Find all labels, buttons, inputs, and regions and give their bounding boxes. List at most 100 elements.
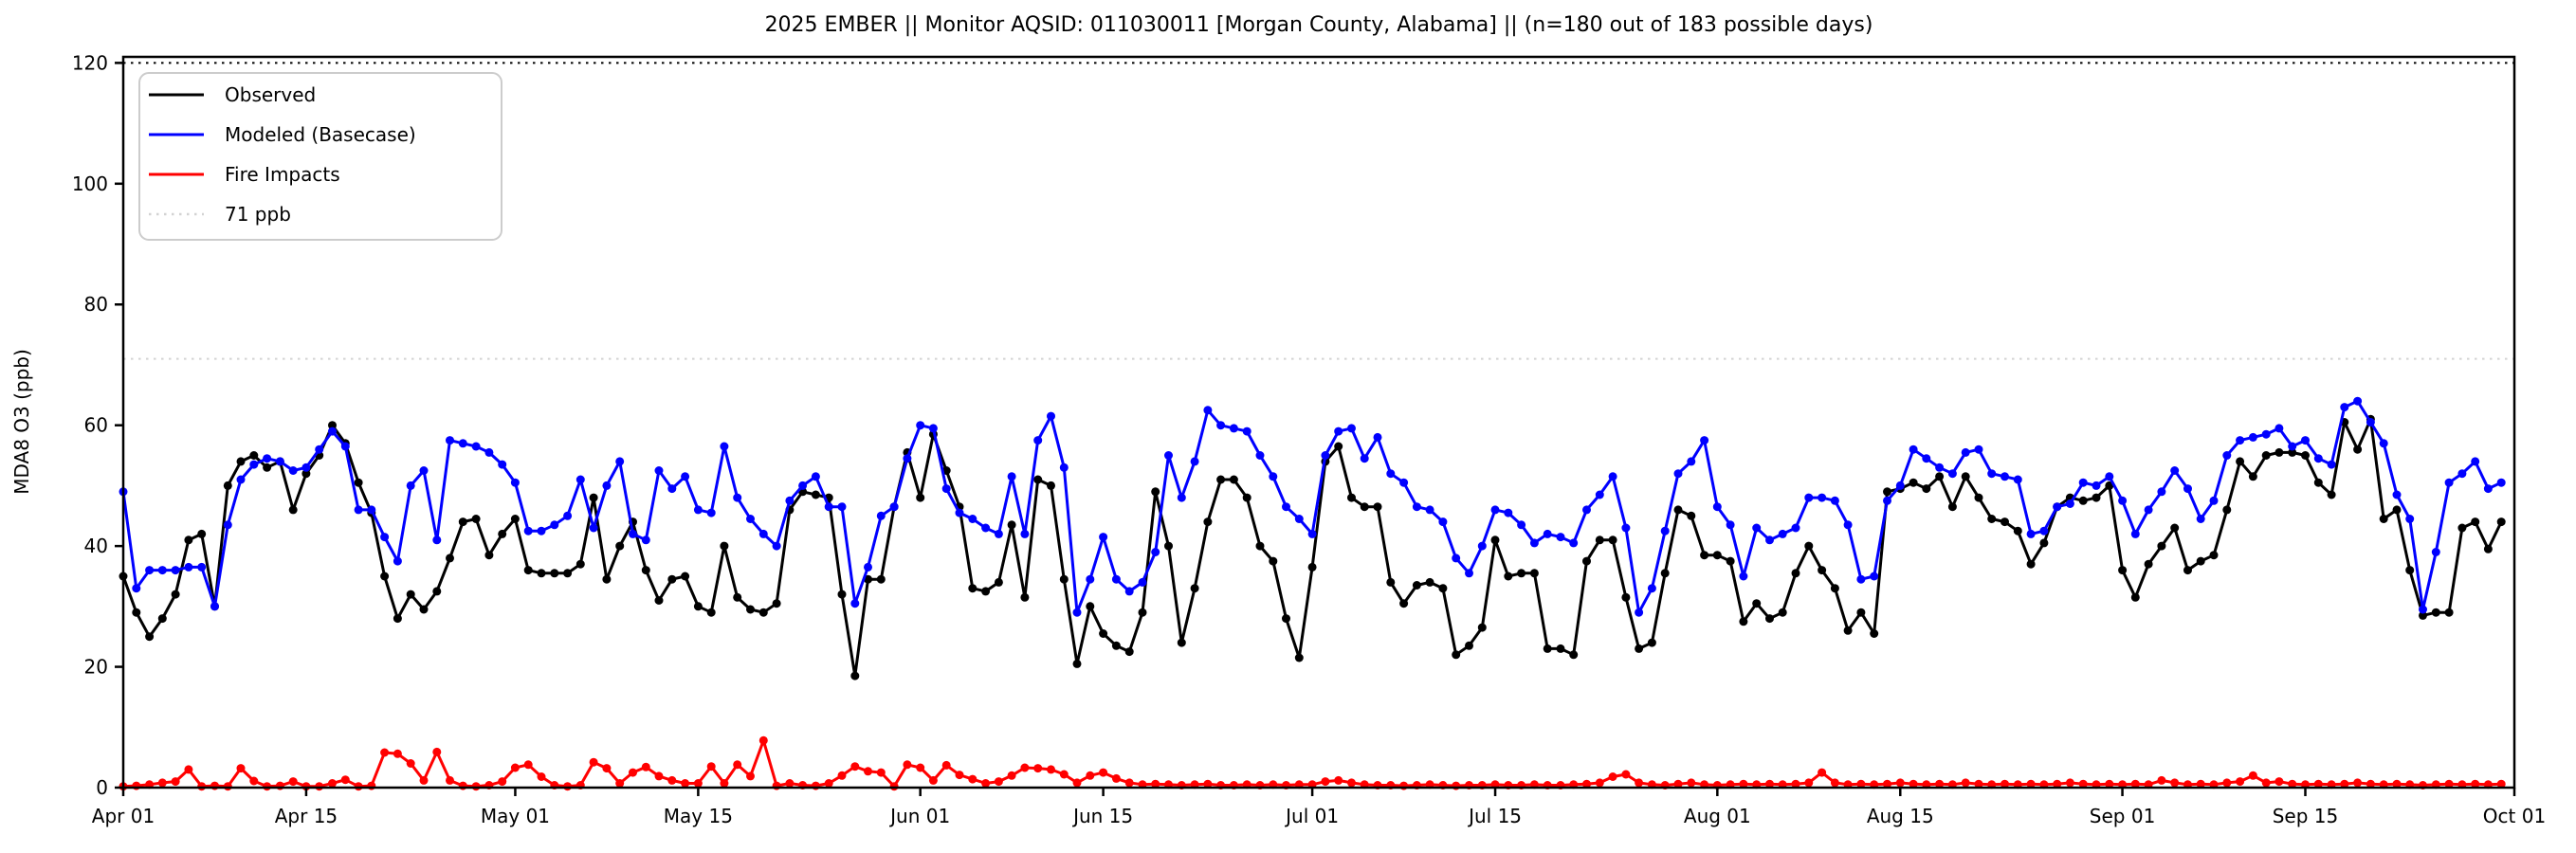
x-tick-label: Apr 15 bbox=[275, 805, 338, 827]
data-point bbox=[1438, 584, 1448, 593]
data-point bbox=[2236, 457, 2245, 466]
data-point bbox=[1804, 493, 1814, 502]
data-point bbox=[1818, 768, 1827, 777]
data-point bbox=[1778, 529, 1787, 538]
data-point bbox=[1072, 778, 1082, 788]
data-point bbox=[916, 421, 925, 430]
data-point bbox=[1164, 451, 1173, 460]
data-point bbox=[1373, 502, 1382, 512]
data-point bbox=[615, 541, 625, 551]
data-point bbox=[315, 445, 324, 454]
data-point bbox=[876, 574, 886, 584]
data-point bbox=[876, 511, 886, 520]
data-point bbox=[1635, 778, 1644, 788]
data-point bbox=[1647, 584, 1656, 593]
data-point bbox=[263, 782, 272, 791]
data-point bbox=[1935, 779, 1945, 789]
data-point bbox=[2419, 605, 2427, 614]
data-point bbox=[2431, 548, 2440, 556]
data-point bbox=[2053, 779, 2062, 789]
data-point bbox=[537, 526, 546, 535]
data-point bbox=[354, 782, 363, 791]
data-point bbox=[2236, 436, 2245, 445]
data-point bbox=[354, 478, 363, 487]
data-point bbox=[523, 526, 533, 535]
data-point bbox=[1072, 608, 1082, 617]
y-tick-label: 120 bbox=[72, 51, 108, 74]
data-point bbox=[1856, 574, 1866, 584]
data-point bbox=[1582, 505, 1591, 515]
data-point bbox=[2366, 418, 2375, 426]
x-tick-label: Sep 15 bbox=[2273, 805, 2339, 827]
data-point bbox=[523, 566, 533, 575]
data-point bbox=[1895, 778, 1905, 788]
data-point bbox=[1608, 772, 1617, 781]
data-point bbox=[746, 605, 755, 614]
data-point bbox=[1059, 770, 1069, 779]
data-point bbox=[1947, 469, 1957, 479]
data-point bbox=[955, 508, 964, 517]
data-point bbox=[2392, 505, 2402, 515]
data-point bbox=[1269, 472, 1278, 481]
data-point bbox=[1543, 529, 1552, 538]
x-tick-label: Jul 01 bbox=[1284, 805, 1339, 827]
data-point bbox=[1334, 442, 1343, 451]
data-point bbox=[798, 481, 808, 490]
data-point bbox=[1007, 771, 1016, 780]
data-point bbox=[733, 592, 742, 602]
y-tick-label: 60 bbox=[84, 414, 108, 437]
data-point bbox=[210, 602, 219, 611]
data-point bbox=[1334, 775, 1343, 785]
data-point bbox=[720, 541, 729, 551]
data-point bbox=[1033, 764, 1043, 773]
data-point bbox=[2092, 493, 2101, 502]
data-point bbox=[498, 529, 507, 538]
data-point bbox=[393, 556, 402, 566]
series-markers-observed bbox=[119, 414, 2506, 681]
data-point bbox=[681, 572, 690, 581]
data-point bbox=[589, 493, 598, 502]
data-point bbox=[772, 541, 781, 551]
data-point bbox=[2471, 779, 2480, 789]
data-point bbox=[1712, 502, 1722, 512]
data-point bbox=[1621, 770, 1631, 779]
data-point bbox=[1099, 533, 1108, 542]
data-point bbox=[2471, 517, 2480, 527]
data-point bbox=[197, 529, 207, 538]
data-point bbox=[785, 496, 795, 505]
data-point bbox=[1673, 779, 1683, 789]
data-point bbox=[746, 771, 755, 781]
data-point bbox=[1138, 577, 1147, 587]
data-point bbox=[2236, 777, 2245, 787]
data-point bbox=[2313, 478, 2323, 487]
data-point bbox=[1020, 529, 1030, 538]
data-point bbox=[1635, 608, 1644, 617]
data-point bbox=[1490, 535, 1500, 545]
data-point bbox=[563, 782, 573, 791]
data-point bbox=[602, 574, 612, 584]
data-point bbox=[641, 566, 650, 575]
data-point bbox=[903, 760, 912, 770]
data-point bbox=[2144, 505, 2153, 515]
data-point bbox=[693, 779, 703, 788]
data-point bbox=[328, 779, 337, 788]
data-point bbox=[1987, 515, 1997, 523]
data-point bbox=[2405, 566, 2415, 575]
data-point bbox=[288, 466, 298, 475]
data-point bbox=[2483, 544, 2493, 554]
data-point bbox=[2170, 523, 2180, 533]
data-point bbox=[955, 771, 964, 780]
data-point bbox=[758, 529, 768, 538]
data-point bbox=[837, 590, 847, 599]
data-point bbox=[1830, 778, 1839, 788]
data-point bbox=[1818, 493, 1827, 502]
data-point bbox=[2313, 454, 2323, 463]
data-point bbox=[837, 502, 847, 512]
data-point bbox=[681, 779, 690, 788]
data-point bbox=[1111, 574, 1121, 584]
data-point bbox=[550, 520, 559, 530]
data-point bbox=[1321, 451, 1330, 460]
data-point bbox=[328, 421, 337, 430]
data-point bbox=[758, 608, 768, 617]
